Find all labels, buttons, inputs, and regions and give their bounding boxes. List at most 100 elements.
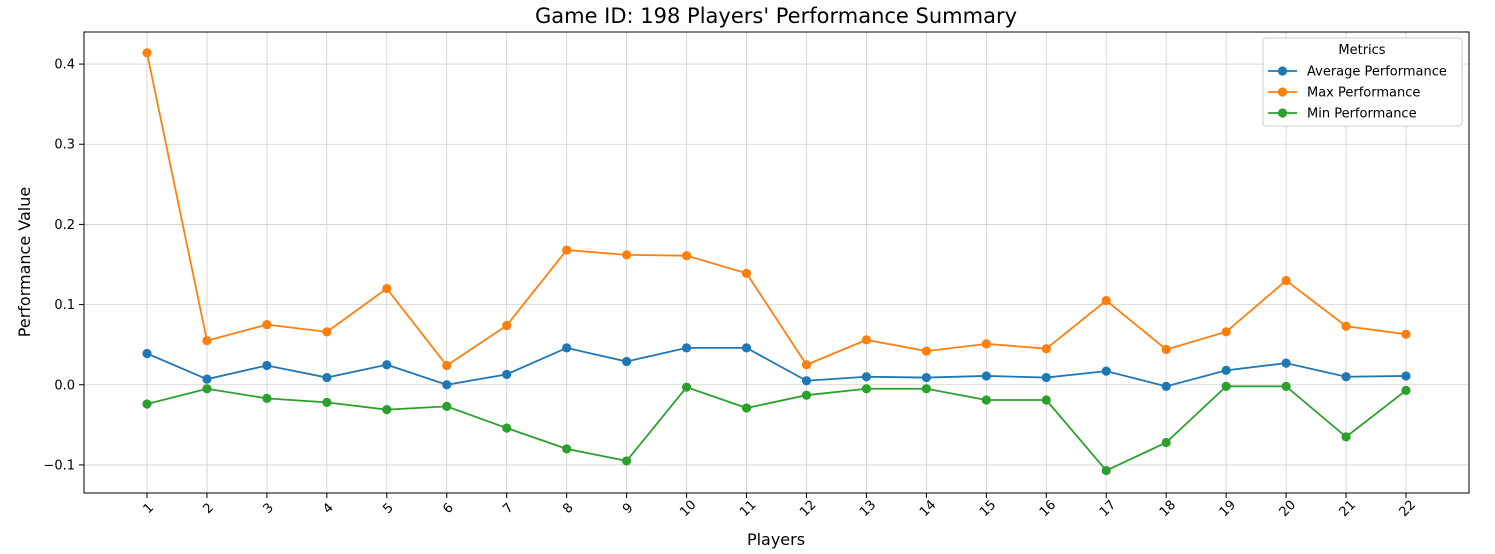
data-point [142, 399, 152, 409]
data-point [1401, 329, 1411, 339]
x-tick-label: 2 [200, 501, 216, 517]
data-point [981, 339, 991, 349]
data-point [1341, 372, 1351, 382]
data-point [861, 372, 872, 382]
chart-title: Game ID: 198 Players' Performance Summar… [535, 4, 1017, 28]
data-point [801, 390, 812, 400]
data-point [981, 395, 991, 405]
x-tick-label: 13 [857, 498, 879, 520]
data-point [1041, 372, 1051, 383]
y-tick-label: 0.0 [54, 378, 75, 393]
x-tick-label: 12 [797, 498, 819, 520]
x-tick-label: 1 [141, 501, 157, 517]
data-point [202, 384, 212, 394]
data-point [1101, 295, 1111, 306]
data-point [562, 343, 572, 353]
legend-label: Min Performance [1307, 107, 1417, 122]
data-point [1281, 358, 1291, 368]
data-point [1401, 371, 1411, 381]
x-tick-label: 5 [380, 501, 396, 517]
x-tick-label: 16 [1037, 498, 1059, 520]
legend-item: Min Performance [1268, 107, 1417, 122]
x-tick-label: 9 [620, 501, 636, 517]
grid-lines [84, 32, 1469, 493]
legend-label: Max Performance [1307, 86, 1420, 101]
legend-item: Max Performance [1268, 86, 1420, 101]
series-max-performance [142, 48, 1411, 371]
data-point [741, 268, 752, 278]
data-point [322, 327, 332, 337]
legend-item: Average Performance [1268, 65, 1447, 80]
y-axis-ticks: −0.1 0.0 0.1 0.2 0.3 0.4 [43, 58, 84, 473]
x-tick-label: 4 [320, 501, 336, 517]
x-tick-label: 7 [500, 501, 516, 517]
data-point [741, 343, 752, 353]
data-point [981, 371, 991, 381]
legend-swatch-marker [1277, 108, 1288, 118]
x-tick-label: 3 [260, 501, 276, 517]
data-point [322, 397, 332, 408]
data-point [442, 360, 452, 371]
data-point [622, 456, 632, 466]
x-tick-label: 20 [1277, 498, 1299, 520]
x-tick-label: 17 [1097, 498, 1119, 520]
data-point [142, 348, 152, 359]
legend-swatch-marker [1277, 66, 1288, 76]
series-line [146, 346, 1407, 388]
data-point [1041, 395, 1051, 405]
data-point [1161, 381, 1171, 391]
y-tick-label: 0.2 [54, 218, 75, 233]
data-point [861, 384, 872, 394]
data-point [681, 251, 692, 261]
series-line [146, 385, 1407, 472]
series-line [146, 52, 1407, 367]
data-point [382, 360, 392, 370]
data-point [142, 48, 152, 58]
data-point [1161, 437, 1171, 448]
plot-frame [83, 31, 1470, 494]
data-point [382, 405, 392, 415]
data-point [1221, 327, 1231, 337]
series-layer [142, 48, 1411, 476]
data-point [262, 360, 272, 371]
data-point [622, 356, 632, 367]
data-point [442, 401, 452, 412]
x-tick-label: 14 [917, 498, 939, 520]
legend: Metrics Average Performance Max Performan… [1262, 37, 1463, 127]
data-point [1281, 275, 1291, 286]
data-point [921, 346, 931, 356]
legend-title: Metrics [1338, 43, 1385, 58]
data-point [1101, 366, 1111, 376]
data-point [1281, 381, 1291, 391]
legend-label: Average Performance [1307, 65, 1447, 80]
data-point [202, 374, 212, 384]
data-point [502, 320, 512, 331]
x-tick-label: 10 [677, 498, 699, 520]
y-tick-label: −0.1 [43, 458, 75, 473]
data-point [681, 343, 692, 353]
data-point [801, 376, 812, 386]
data-point [1221, 381, 1231, 391]
data-point [861, 335, 872, 345]
data-point [262, 320, 272, 330]
data-point [502, 369, 512, 379]
y-tick-label: 0.3 [54, 138, 75, 153]
x-tick-label: 15 [977, 498, 999, 520]
x-tick-label: 6 [440, 501, 456, 517]
data-point [322, 372, 332, 383]
series-min-performance [142, 381, 1411, 476]
x-tick-label: 18 [1157, 498, 1179, 520]
series-average-performance [142, 343, 1411, 391]
y-axis-label: Performance Value [15, 187, 34, 337]
x-tick-label: 8 [560, 501, 576, 517]
y-tick-label: 0.1 [54, 298, 75, 313]
data-point [1341, 432, 1351, 442]
x-axis-label: Players [747, 530, 805, 549]
x-tick-label: 22 [1397, 498, 1419, 520]
data-point [562, 444, 572, 454]
data-point [382, 283, 392, 294]
legend-swatch-marker [1277, 87, 1288, 97]
data-point [741, 403, 752, 413]
data-point [622, 250, 632, 260]
